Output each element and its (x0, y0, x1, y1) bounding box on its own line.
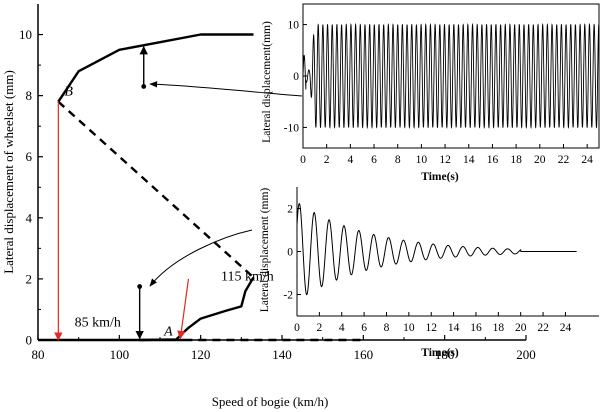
inset-lower-x-tick-label: 4 (339, 322, 345, 334)
main-x-tick-label: 200 (516, 347, 536, 362)
red-arrow-115 (177, 278, 190, 340)
main-x-tick-label: 180 (435, 347, 455, 362)
dot-lower (137, 284, 143, 289)
inset-lower-x-tick-label: 8 (384, 322, 390, 334)
main-x-tick-label: 120 (191, 347, 211, 362)
main-y-tick-label: 0 (26, 333, 33, 348)
callout-curve-upper (149, 81, 303, 97)
inset-upper-y-tick-label: 0 (293, 71, 299, 83)
inset-upper-y-tick-label: -10 (284, 122, 300, 134)
annotation-a: A (163, 324, 173, 339)
main-y-tick-label: 2 (26, 271, 33, 286)
main-x-tick-label: 100 (110, 347, 130, 362)
inset-lower-y-tick-label: 0 (287, 247, 293, 259)
inset-lower-x-label: Time(s) (421, 347, 459, 359)
inset-upper-x-label: Time(s) (421, 171, 459, 183)
inset-lower-x-tick-label: 2 (316, 322, 322, 334)
inset-lower-x-tick-label: 16 (470, 322, 482, 334)
main-x-tick-label: 160 (354, 347, 374, 362)
inset-lower-x-tick-label: 0 (294, 322, 300, 334)
series-unstable_branch (57, 100, 255, 279)
inset-upper-x-tick-label: 8 (395, 154, 401, 166)
inset-lower-x-tick-label: 12 (425, 322, 437, 334)
inset-upper-x-tick-label: 18 (510, 154, 522, 166)
dot-upper (141, 84, 147, 89)
main-y-tick-label: 4 (26, 210, 33, 225)
inset-upper-x-tick-label: 12 (439, 154, 451, 166)
inset-lower-x-tick-label: 20 (515, 322, 527, 334)
main-y-tick-label: 10 (19, 27, 32, 42)
series-stable_lower (139, 276, 255, 342)
inset-upper-y-tick-label: 10 (288, 20, 300, 32)
inset-upper-x-tick-label: 6 (371, 154, 377, 166)
inset-lower-chart: 0 2 4 6 8 10 12 14 16 18 20 22 24 -202 Time(s) Later… (259, 187, 599, 359)
inset-upper-x-tick-label: 10 (416, 154, 428, 166)
inset-lower-y-label: Lateral displacement (mm) (259, 188, 271, 313)
main-y-tick-label: 6 (26, 149, 33, 164)
inset-lower-y-tick-label: -2 (283, 290, 293, 302)
inset-upper-x-tick-label: 20 (534, 154, 546, 166)
annotation-85-km-h: 85 km/h (75, 315, 121, 330)
callout-curve-lower (149, 229, 253, 287)
inset-lower-y-tick-label: 2 (287, 204, 293, 216)
main-y-tick-label: 8 (26, 88, 33, 103)
inset-lower-x-tick-label: 10 (403, 322, 415, 334)
inset-upper-x-tick-label: 4 (347, 154, 353, 166)
inset-upper-signal (302, 22, 600, 130)
main-y-axis-label: Lateral displacement of wheelset (mm) (1, 70, 16, 274)
inset-lower-x-tick-label: 14 (448, 322, 460, 334)
inset-lower-x-tick-label: 22 (537, 322, 549, 334)
inset-upper-x-tick-label: 16 (487, 154, 499, 166)
inset-upper-x-tick-label: 22 (558, 154, 570, 166)
inset-upper-x-tick-label: 14 (463, 154, 475, 166)
series-stable_upper (57, 33, 254, 103)
annotation-115-km-h: 115 km/h (221, 269, 274, 284)
inset-lower-signal (296, 203, 577, 296)
inset-upper-x-tick-label: 2 (324, 154, 330, 166)
inset-upper-x-tick-label: 24 (581, 154, 593, 166)
inset-upper-x-tick-label: 0 (300, 154, 306, 166)
main-x-axis-label: Speed of bogie (km/h) (212, 394, 329, 409)
annotation-b: B (64, 85, 73, 100)
inset-lower-x-tick-label: 24 (560, 322, 572, 334)
inset-upper-y-label: Lateral displacement(mm) (261, 21, 273, 143)
inset-lower-x-tick-label: 6 (361, 322, 367, 334)
main-x-tick-label: 140 (272, 347, 292, 362)
inset-lower-x-tick-label: 18 (493, 322, 505, 334)
main-x-tick-label: 80 (32, 347, 45, 362)
